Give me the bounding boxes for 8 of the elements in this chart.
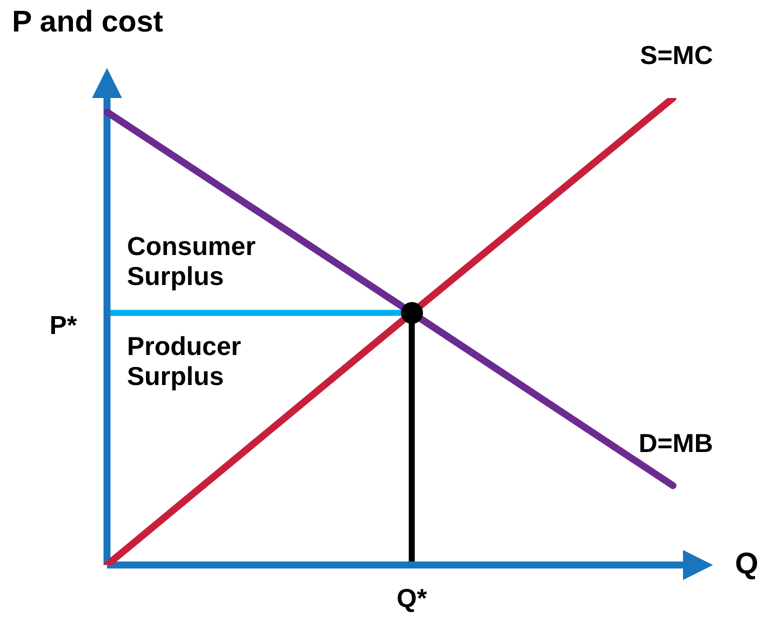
series-label: S=MC: [640, 40, 714, 70]
x-axis-title: Q: [735, 547, 758, 580]
ref-line-label: P*: [50, 310, 78, 340]
annotation: Producer Surplus: [127, 330, 242, 391]
chart-title: P and cost: [12, 5, 164, 38]
annotation: Consumer Surplus: [127, 230, 256, 291]
series-label: D=MB: [638, 428, 713, 458]
text: Q*: [396, 583, 427, 614]
